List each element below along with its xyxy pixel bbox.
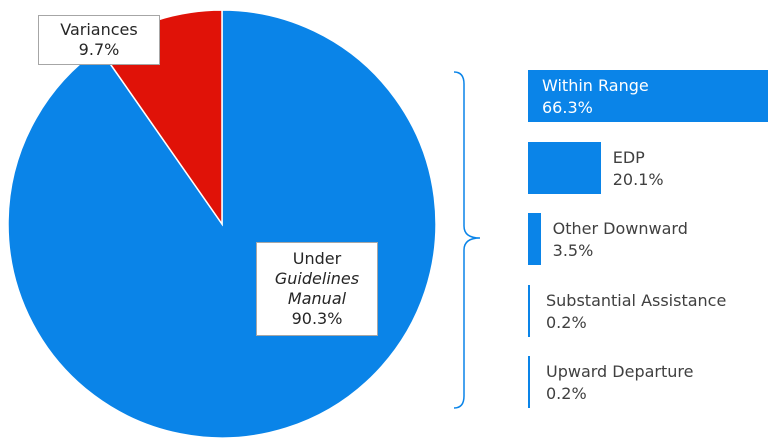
edp-label: EDP <box>612 147 645 167</box>
breakdown-bar-other-downward <box>528 213 541 265</box>
edp-value: 20.1% <box>612 169 664 189</box>
breakdown-bar-within-range <box>528 70 768 122</box>
breakdown-bar-edp <box>528 141 601 194</box>
upward-departure-label: Upward Departure <box>546 362 694 381</box>
under-guidelines-label-line2: Guidelines <box>274 269 360 288</box>
variances-callout: Variances 9.7% <box>38 15 160 65</box>
breakdown-label-upward-departure: Upward Departure 0.2% <box>546 361 693 405</box>
breakdown-bar-upward-departure <box>528 356 530 408</box>
breakdown-label-within-range: Within Range 66.3% <box>542 75 649 119</box>
breakdown-label-edp: EDP 20.1% <box>613 147 664 191</box>
breakdown-bar-substantial-assistance <box>528 284 530 337</box>
breakdown-label-other-downward: Other Downward 3.5% <box>553 218 688 262</box>
breakdown-brace <box>453 71 481 409</box>
substantial-assistance-label: Substantial Assistance <box>546 290 727 310</box>
within-range-label: Within Range <box>542 76 649 95</box>
substantial-assistance-value: 0.2% <box>546 312 587 332</box>
variances-value: 9.7% <box>78 40 120 59</box>
under-guidelines-label-line3: Manual <box>287 289 347 308</box>
upward-departure-value: 0.2% <box>546 384 587 403</box>
other-downward-label: Other Downward <box>552 219 688 238</box>
pie-chart <box>7 9 437 438</box>
variances-label: Variances <box>60 20 138 39</box>
under-guidelines-callout: Under Guidelines Manual 90.3% <box>256 242 378 336</box>
other-downward-value: 3.5% <box>552 241 594 260</box>
under-guidelines-label-line1: Under <box>292 249 342 268</box>
under-guidelines-value: 90.3% <box>291 309 343 328</box>
breakdown-label-substantial-assistance: Substantial Assistance 0.2% <box>546 290 726 334</box>
within-range-value: 66.3% <box>542 98 593 117</box>
